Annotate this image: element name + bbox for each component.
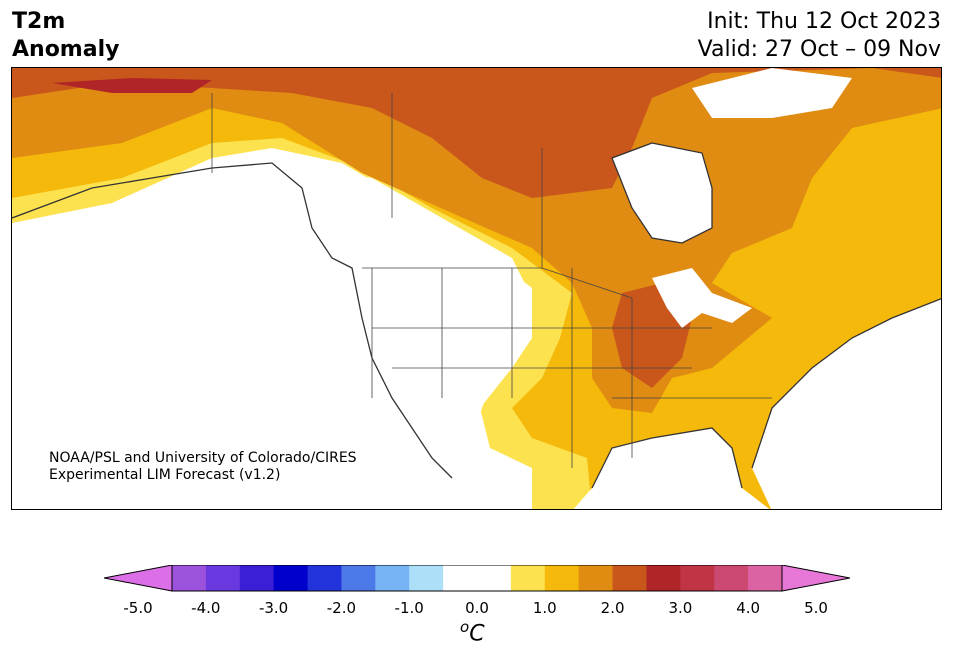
colorbar-segment bbox=[680, 565, 715, 591]
colorbar-segment bbox=[646, 565, 681, 591]
anomaly-map: NOAA/PSL and University of Colorado/CIRE… bbox=[11, 67, 942, 510]
colorbar-tick-label: 4.0 bbox=[736, 599, 761, 617]
colorbar-tick-label: -5.0 bbox=[123, 599, 153, 617]
colorbar-segment bbox=[239, 565, 275, 591]
forecast-credit: NOAA/PSL and University of Colorado/CIRE… bbox=[49, 450, 357, 484]
atlantic-ocean bbox=[752, 298, 941, 509]
unit-prefix: o bbox=[460, 618, 470, 636]
colorbar-tick-label: 0.0 bbox=[465, 599, 489, 617]
anomaly-band-3 bbox=[12, 68, 941, 413]
boundary-lines bbox=[12, 142, 941, 489]
colorbar-segment bbox=[612, 565, 647, 591]
colorbar-tick-label: 3.0 bbox=[668, 599, 693, 617]
hudson-bay bbox=[612, 143, 712, 243]
init-date: Init: Thu 12 Oct 2023 bbox=[707, 9, 941, 34]
valid-date: Valid: 27 Oct – 09 Nov bbox=[697, 37, 941, 62]
unit-label: oC bbox=[460, 618, 485, 646]
colorbar-segment bbox=[714, 565, 749, 591]
colorbar-segment bbox=[307, 565, 342, 591]
colorbar bbox=[104, 565, 850, 592]
colorbar-segment bbox=[409, 565, 444, 591]
credit-line-2: Experimental LIM Forecast (v1.2) bbox=[49, 467, 281, 483]
colorbar-tick-label: -3.0 bbox=[258, 599, 289, 617]
credit-line-1: NOAA/PSL and University of Colorado/CIRE… bbox=[49, 450, 357, 466]
colorbar-segment bbox=[273, 565, 309, 591]
colorbar-low-extension bbox=[104, 565, 173, 592]
colorbar-high-extension bbox=[781, 565, 850, 592]
colorbar-segment bbox=[578, 565, 614, 591]
colorbar-segment bbox=[477, 565, 512, 591]
anomaly-band-4 bbox=[12, 68, 941, 198]
gulf-of-mexico bbox=[573, 428, 770, 509]
state-province-lines bbox=[211, 93, 772, 468]
colorbar-outline bbox=[171, 565, 783, 592]
colorbar-segment bbox=[748, 565, 783, 591]
colorbar-segment bbox=[510, 565, 546, 591]
forecast-dates: Init: Thu 12 Oct 2023 Valid: 27 Oct – 09… bbox=[698, 8, 941, 64]
great-lakes bbox=[652, 268, 752, 328]
title-line-1: T2m bbox=[12, 9, 66, 34]
colorbar-segment bbox=[375, 565, 410, 591]
map-title: T2m Anomaly bbox=[12, 8, 119, 64]
title-line-2: Anomaly bbox=[12, 37, 120, 62]
colorbar-segment bbox=[205, 565, 241, 591]
colorbar-tick-label: -2.0 bbox=[326, 599, 357, 617]
colorbar-segments bbox=[172, 565, 783, 591]
western-us-neutral bbox=[302, 168, 532, 498]
anomaly-band-5 bbox=[52, 78, 212, 93]
colorbar-tick-label: 5.0 bbox=[804, 599, 828, 617]
colorbar-segment bbox=[341, 565, 376, 591]
colorbar-tick-label: 2.0 bbox=[600, 599, 625, 617]
map-canvas bbox=[12, 68, 941, 509]
colorbar-tick-label: -4.0 bbox=[191, 599, 221, 617]
colorbar-segment bbox=[172, 565, 207, 591]
unit-base: C bbox=[469, 621, 485, 647]
baffin-water bbox=[692, 68, 852, 118]
colorbar-tick-label: -1.0 bbox=[394, 599, 424, 617]
colorbar-tick-label: 1.0 bbox=[532, 599, 557, 617]
colorbar-segment bbox=[443, 565, 478, 591]
colorbar-segment bbox=[544, 565, 580, 591]
